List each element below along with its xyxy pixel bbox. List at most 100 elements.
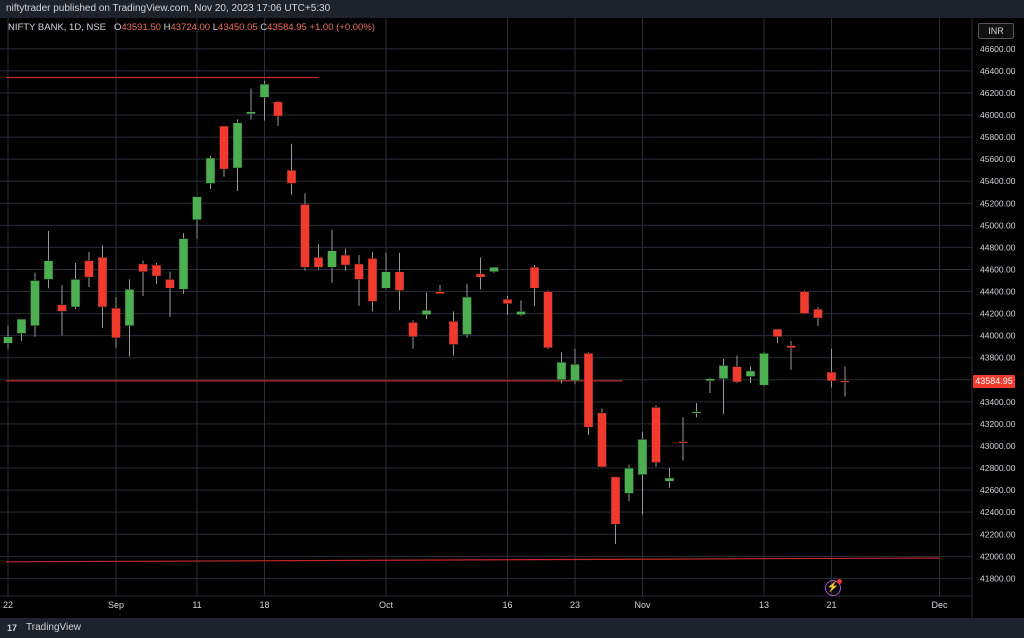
candle-up (489, 267, 499, 272)
time-tick-label: 18 (259, 600, 269, 610)
change-value: +1.00 (+0.00%) (309, 22, 375, 33)
candle-up (124, 289, 135, 326)
price-tick-label: 43200.00 (980, 419, 1016, 429)
candle-down (610, 476, 621, 525)
price-tick-label: 44800.00 (980, 242, 1016, 252)
symbol-legend: NIFTY BANK, 1D, NSE O43591.50 H43724.00 … (8, 22, 375, 33)
price-tick-label: 46000.00 (980, 110, 1016, 120)
candle-down (354, 263, 364, 280)
candle-up (637, 439, 648, 475)
price-tick-label: 43000.00 (980, 441, 1016, 451)
candle-up (43, 260, 54, 280)
flash-alert-icon[interactable]: ⚡ (825, 579, 842, 596)
high-label: H (163, 22, 171, 33)
price-tick-label: 42800.00 (980, 463, 1016, 473)
candle-up (259, 83, 270, 98)
price-tick-label: 45200.00 (980, 198, 1016, 208)
candle-down (502, 299, 513, 304)
price-tick-label: 42400.00 (980, 507, 1016, 517)
candle-down (732, 366, 742, 383)
brand-label: TradingView (26, 622, 82, 633)
candles (3, 80, 850, 545)
candle-down (786, 345, 796, 349)
candle-down (273, 101, 283, 117)
candle-up (516, 311, 526, 315)
candle-up (30, 280, 40, 326)
candle-down (111, 307, 121, 339)
candle-down (448, 321, 459, 345)
candle-down (597, 412, 607, 468)
price-tick-label: 43400.00 (980, 397, 1016, 407)
candle-up (192, 196, 202, 221)
candle-up (570, 364, 580, 382)
price-tick-label: 42200.00 (980, 529, 1016, 539)
candle-up (3, 336, 13, 344)
price-axis[interactable]: 41800.00 42000.00 42200.00 42400.00 42600.00… (980, 44, 1016, 584)
price-tick-label: 44000.00 (980, 331, 1016, 341)
last-price-tag: 43584.95 (973, 375, 1015, 388)
low-label: L (212, 22, 219, 33)
candle-down (840, 380, 850, 383)
candle-up (705, 378, 715, 382)
candle-down (475, 273, 486, 278)
price-tick-label: 45000.00 (980, 220, 1016, 230)
candle-up (178, 238, 189, 290)
close-value: 43584.95 (267, 22, 307, 33)
candle-down (219, 125, 229, 170)
open-label: O (113, 22, 122, 33)
candle-down (651, 407, 661, 463)
publisher-text: niftytrader published on TradingView.com… (6, 3, 331, 14)
close-label: C (260, 22, 268, 33)
candle-up (624, 467, 634, 494)
price-tick-label: 46200.00 (980, 88, 1016, 98)
level-lines (5, 76, 940, 563)
candle-up (16, 318, 27, 334)
footer-bar: 17 TradingView (0, 618, 1024, 638)
price-tick-label: 45600.00 (980, 154, 1016, 164)
candle-down (435, 291, 445, 294)
candle-up (462, 296, 472, 335)
symbol-name: NIFTY BANK, 1D, NSE (8, 22, 107, 33)
time-tick-label: Nov (634, 600, 651, 610)
price-tick-label: 46600.00 (980, 44, 1016, 54)
candle-up (745, 370, 756, 377)
time-tick-label: Sep (108, 600, 124, 610)
level-line-trend (5, 557, 940, 563)
price-tick-label: 45400.00 (980, 176, 1016, 186)
candle-up (556, 361, 567, 381)
candle-up (718, 365, 729, 379)
candle-down (826, 371, 837, 382)
time-tick-label: Dec (931, 600, 948, 610)
candle-down (408, 322, 418, 338)
time-tick-label: 22 (3, 600, 13, 610)
candle-down (97, 257, 108, 308)
candle-down (151, 264, 162, 277)
candle-down (772, 328, 783, 338)
grid-lines (0, 18, 972, 596)
tradingview-logo-icon: 17 (7, 623, 18, 633)
candle-up (246, 111, 256, 115)
currency-button[interactable]: INR (978, 23, 1014, 39)
time-tick-label: 11 (192, 600, 201, 610)
candle-down (165, 279, 175, 289)
time-tick-label: 23 (570, 600, 580, 610)
candle-down (529, 267, 540, 289)
price-tick-label: 43800.00 (980, 353, 1016, 363)
price-tick-label: 46400.00 (980, 66, 1016, 76)
time-axis[interactable]: 22 Sep 11 18 Oct 16 23 Nov 13 21 Dec (3, 600, 948, 610)
candle-down (313, 257, 324, 268)
candle-down (367, 258, 378, 302)
candle-down (543, 291, 553, 349)
candle-down (394, 271, 405, 291)
candle-up (232, 122, 243, 169)
candle-down (138, 263, 148, 272)
candle-up (664, 477, 675, 482)
candle-down (300, 204, 310, 268)
candle-down (286, 169, 297, 184)
candle-up (381, 271, 391, 289)
candle-down (57, 304, 67, 312)
candle-up (759, 353, 769, 386)
time-tick-label: 21 (826, 600, 836, 610)
candle-up (205, 157, 216, 184)
